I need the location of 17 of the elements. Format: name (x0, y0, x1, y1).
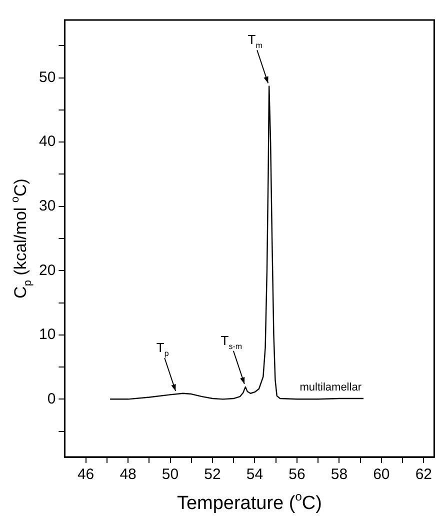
y-axis-title: Cp (kcal/mol oC) (9, 178, 34, 298)
y-tick-label: 40 (38, 133, 56, 150)
y-tick-label: 10 (38, 326, 56, 344)
y-tick-label: 30 (38, 198, 56, 215)
x-tick-label: 60 (373, 466, 390, 484)
x-tick-label: 54 (246, 466, 264, 484)
x-tick-label: 56 (288, 466, 306, 484)
series-label: multilamellar (300, 382, 362, 394)
y-tick-label: 20 (38, 262, 56, 279)
x-tick-label: 62 (415, 466, 432, 484)
y-tick-label: 50 (38, 68, 56, 86)
x-tick-label: 46 (77, 466, 94, 484)
x-tick-label: 52 (204, 466, 221, 484)
x-tick-label: 50 (162, 466, 179, 484)
y-tick-label: 0 (47, 390, 56, 408)
x-tick-label: 58 (330, 466, 348, 484)
x-tick-label: 48 (120, 466, 136, 484)
